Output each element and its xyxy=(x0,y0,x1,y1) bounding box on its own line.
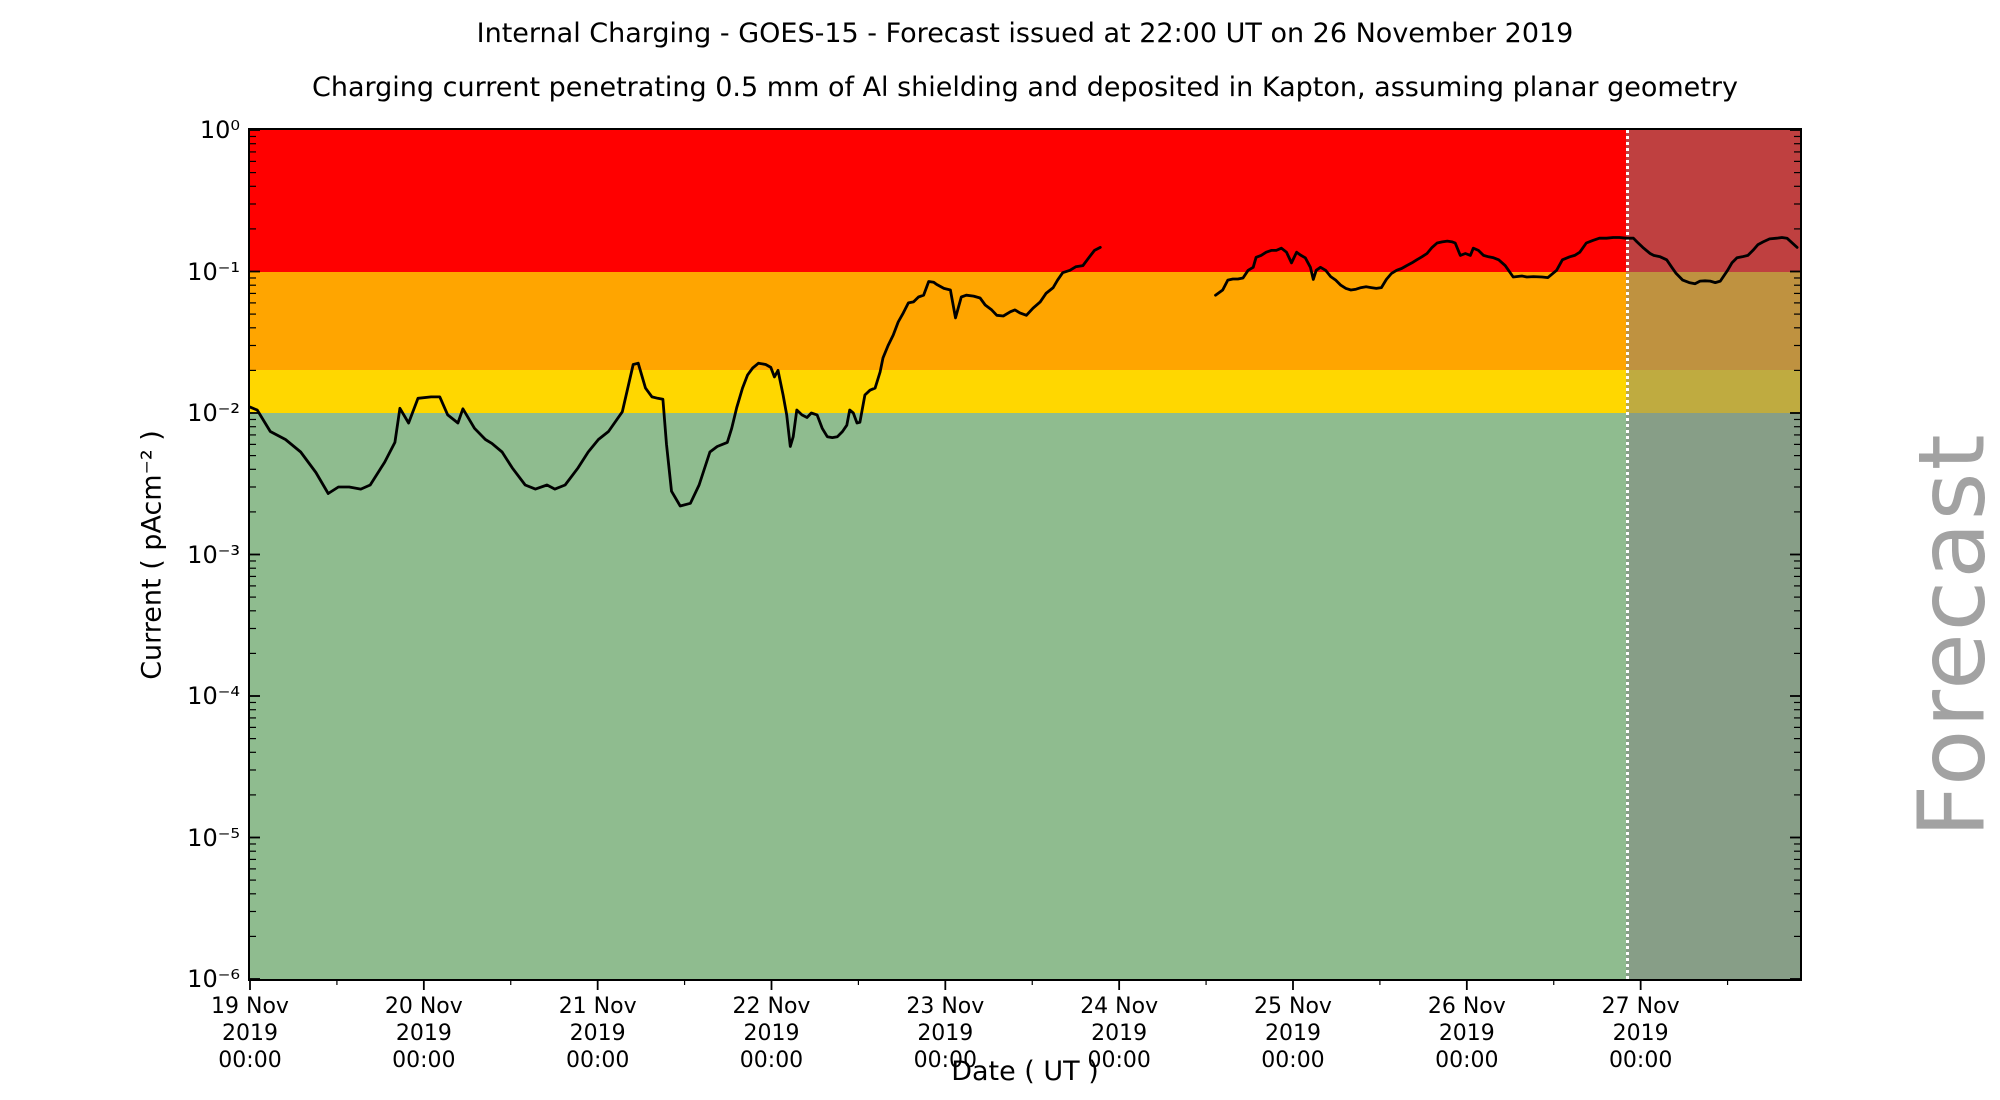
observed-segment-1-line xyxy=(248,246,1102,508)
y-tick-label: 10⁻³ xyxy=(187,540,240,569)
forecast-segment-line xyxy=(1624,236,1799,286)
y-tick-label: 10⁻⁴ xyxy=(187,682,240,710)
x-tick-label: 20 Nov 2019 00:00 xyxy=(384,994,463,1073)
x-tick-label: 24 Nov 2019 00:00 xyxy=(1080,994,1159,1073)
x-axis-title: Date ( UT ) xyxy=(951,1056,1099,1087)
forecast-region-overlay xyxy=(1626,130,1800,979)
band-orange xyxy=(250,271,1800,371)
band-red xyxy=(250,130,1800,272)
y-tick-label: 10⁻² xyxy=(187,399,240,427)
plot-area: Forecast xyxy=(248,128,2000,990)
y-axis-title: Current ( pAcm⁻² ) xyxy=(136,430,168,680)
figure-title: Internal Charging - GOES-15 - Forecast i… xyxy=(476,18,1574,49)
figure-subtitle: Charging current penetrating 0.5 mm of A… xyxy=(312,72,1738,103)
y-tick-label: 10⁻⁶ xyxy=(187,965,240,993)
x-tick-label: 27 Nov 2019 00:00 xyxy=(1601,994,1680,1073)
forecast-watermark-label: Forecast xyxy=(1898,432,2000,838)
y-tick-label: 10⁻⁵ xyxy=(187,823,240,852)
x-tick-label: 25 Nov 2019 00:00 xyxy=(1254,994,1332,1073)
x-tick-label: 26 Nov 2019 00:00 xyxy=(1427,994,1506,1073)
band-green xyxy=(250,413,1800,979)
x-tick-label: 21 Nov 2019 00:00 xyxy=(558,994,637,1073)
x-tick-label: 22 Nov 2019 00:00 xyxy=(732,994,811,1073)
observed-segment-2-line xyxy=(1214,236,1628,297)
data-line-svg xyxy=(248,129,1800,990)
band-yellow xyxy=(250,370,1800,413)
x-tick-label: 19 Nov 2019 00:00 xyxy=(211,994,289,1073)
x-tick-label: 23 Nov 2019 00:00 xyxy=(906,994,985,1073)
y-tick-label: 10⁻¹ xyxy=(187,257,240,286)
y-tick-label: 10⁰ xyxy=(199,116,240,144)
